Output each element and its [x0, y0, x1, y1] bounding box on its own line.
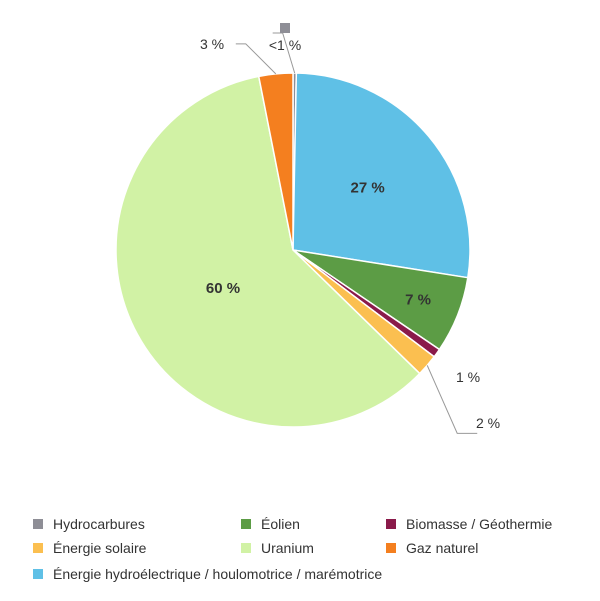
slice-label: 7 %: [405, 292, 431, 309]
label-leader-line: [272, 32, 296, 74]
slice-label: 3 %: [200, 36, 224, 52]
slice-label: 60 %: [206, 280, 240, 297]
pie-slice: [257, 72, 294, 251]
pie-slice: [292, 72, 471, 279]
label-leader-line: [426, 365, 478, 434]
slice-label: 27 %: [351, 179, 385, 196]
slice-label: 1 %: [456, 369, 480, 385]
slice-label: 2 %: [476, 415, 500, 431]
slice-marker: [280, 23, 290, 33]
pie-slice: [115, 75, 421, 428]
label-leader-line: [235, 43, 277, 75]
slice-label: <1 %: [269, 37, 301, 53]
